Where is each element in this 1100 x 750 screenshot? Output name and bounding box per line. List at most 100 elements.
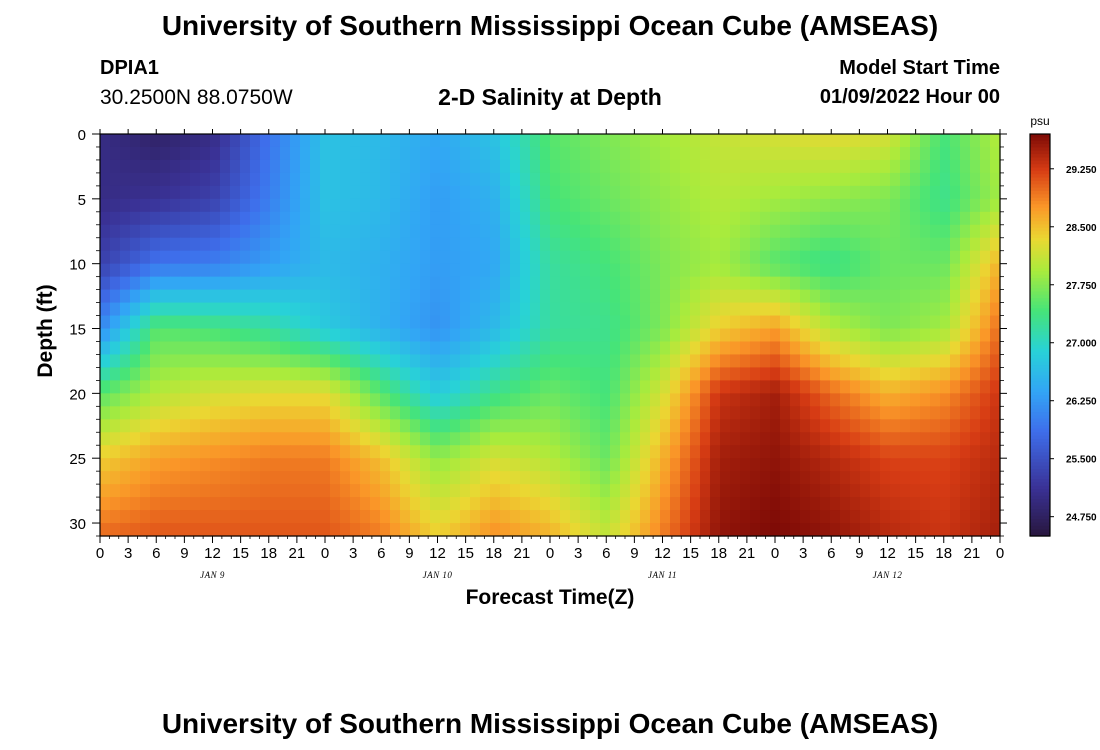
heatmap-cell <box>930 432 941 446</box>
heatmap-cell <box>670 211 681 226</box>
heatmap-cell <box>100 315 111 330</box>
heatmap-cell <box>900 237 911 252</box>
heatmap-cell <box>120 497 131 511</box>
heatmap-cell <box>480 419 491 433</box>
heatmap-cell <box>120 289 131 304</box>
heatmap-cell <box>230 276 241 291</box>
heatmap-cell <box>860 406 871 420</box>
heatmap-cell <box>630 445 641 459</box>
heatmap-cell <box>210 159 221 174</box>
heatmap-cell <box>870 185 881 200</box>
heatmap-cell <box>620 146 631 161</box>
heatmap-cell <box>350 510 361 524</box>
heatmap-cell <box>100 185 111 200</box>
heatmap-cell <box>870 354 881 369</box>
heatmap-cell <box>930 510 941 524</box>
heatmap-cell <box>230 367 241 381</box>
heatmap-cell <box>770 484 781 498</box>
heatmap-cell <box>110 276 121 291</box>
heatmap-cell <box>130 237 141 252</box>
heatmap-cell <box>410 380 421 394</box>
heatmap-cell <box>580 393 591 407</box>
heatmap-cell <box>140 172 151 187</box>
heatmap-cell <box>540 237 551 252</box>
heatmap-cell <box>740 198 751 213</box>
heatmap-cell <box>320 380 331 394</box>
heatmap-cell <box>380 341 391 356</box>
heatmap-cell <box>950 172 961 187</box>
heatmap-cell <box>270 367 281 381</box>
heatmap-cell <box>980 159 991 174</box>
heatmap-cell <box>830 211 841 226</box>
heatmap-cell <box>880 198 891 213</box>
heatmap-cell <box>830 302 841 317</box>
colorbar-tick-label: 28.500 <box>1066 223 1097 234</box>
colorbar-frame <box>1029 133 1051 537</box>
heatmap-cell <box>970 276 981 291</box>
colorbar-segment <box>1030 254 1050 259</box>
heatmap-cell <box>450 302 461 317</box>
heatmap-cell <box>200 484 211 498</box>
heatmap-cell <box>390 198 401 213</box>
heatmap-cell <box>350 276 361 291</box>
heatmap-cell <box>310 211 321 226</box>
heatmap-cell <box>860 289 871 304</box>
x-tick-label: 15 <box>682 545 699 562</box>
heatmap-cell <box>880 406 891 420</box>
heatmap-cell <box>430 263 441 278</box>
heatmap-cell <box>110 393 121 407</box>
heatmap-cell <box>780 510 791 524</box>
heatmap-cell <box>440 406 451 420</box>
heatmap-cell <box>570 471 581 485</box>
x-tick-label: 3 <box>124 545 132 562</box>
heatmap-cell <box>440 185 451 200</box>
heatmap-cell <box>720 471 731 485</box>
heatmap-cell <box>130 211 141 226</box>
heatmap-cell <box>200 510 211 524</box>
heatmap-cell <box>460 523 471 537</box>
heatmap-cell <box>390 289 401 304</box>
heatmap-cell <box>670 250 681 265</box>
heatmap-cell <box>510 523 521 537</box>
heatmap-cell <box>460 237 471 252</box>
heatmap-cell <box>400 263 411 278</box>
heatmap-cell <box>760 250 771 265</box>
heatmap-cell <box>120 445 131 459</box>
heatmap-cell <box>850 445 861 459</box>
heatmap-cell <box>770 315 781 330</box>
heatmap-cell <box>680 159 691 174</box>
heatmap-cell <box>830 497 841 511</box>
heatmap-cell <box>610 380 621 394</box>
heatmap-cell <box>790 185 801 200</box>
heatmap-cell <box>860 211 871 226</box>
heatmap-cell <box>130 276 141 291</box>
heatmap-cell <box>950 354 961 369</box>
heatmap-cell <box>250 497 261 511</box>
heatmap-cell <box>320 445 331 459</box>
heatmap-cell <box>910 250 921 265</box>
heatmap-cell <box>550 419 561 433</box>
heatmap-cell <box>640 458 651 472</box>
heatmap-cell <box>590 354 601 369</box>
heatmap-cell <box>950 263 961 278</box>
heatmap-cell <box>490 432 501 446</box>
heatmap-cell <box>800 224 811 239</box>
heatmap-cell <box>210 211 221 226</box>
heatmap-cell <box>770 523 781 537</box>
heatmap-cell <box>640 134 651 148</box>
heatmap-cell <box>320 211 331 226</box>
heatmap-cell <box>570 250 581 265</box>
heatmap-cell <box>440 471 451 485</box>
heatmap-cell <box>940 198 951 213</box>
heatmap-cell <box>660 419 671 433</box>
heatmap-cell <box>510 380 521 394</box>
heatmap-cell <box>470 198 481 213</box>
heatmap-cell <box>580 159 591 174</box>
heatmap-cell <box>840 510 851 524</box>
heatmap-cell <box>530 367 541 381</box>
heatmap-cell <box>710 237 721 252</box>
heatmap-cell <box>650 354 661 369</box>
heatmap-cell <box>310 302 321 317</box>
heatmap-cell <box>370 185 381 200</box>
heatmap-cell <box>640 341 651 356</box>
